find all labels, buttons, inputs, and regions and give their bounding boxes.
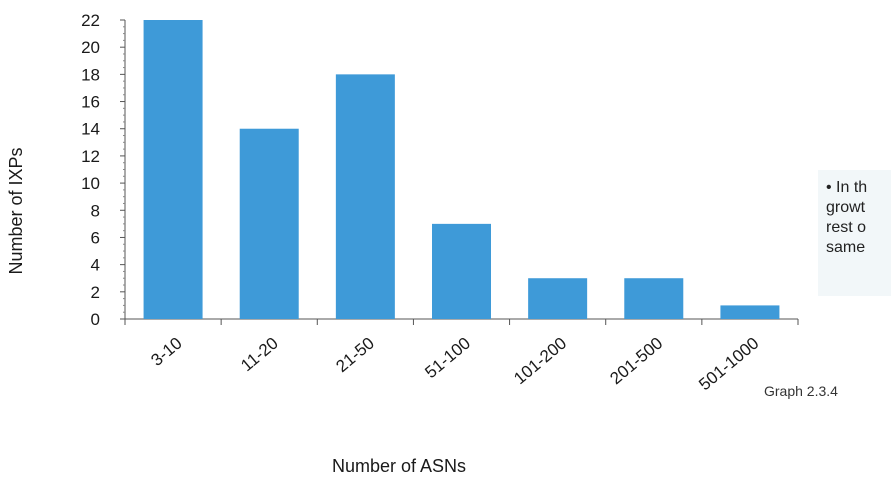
bars	[143, 20, 780, 319]
y-tick-label: 12	[81, 147, 100, 166]
y-tick-label: 14	[81, 120, 100, 139]
x-tick-label: 21-50	[332, 334, 378, 377]
x-tick-label: 101-200	[510, 334, 570, 389]
y-axis-label: Number of IXPs	[6, 147, 26, 274]
bar-11-20	[239, 128, 299, 319]
bar-501-1000	[720, 305, 780, 319]
side-note: • In th growt rest o same	[818, 170, 891, 296]
y-tick-label: 6	[91, 228, 100, 247]
y-tick-label: 22	[81, 11, 100, 30]
y-tick-label: 10	[81, 174, 100, 193]
x-tick-label: 501-1000	[695, 334, 762, 395]
bar-201-500	[624, 278, 684, 319]
side-note-line: same	[826, 239, 866, 256]
y-tick-label: 8	[91, 201, 100, 220]
y-axis: 0 2 4 6 8 10 12 14 16 18 20 22	[81, 11, 126, 329]
bar-101-200	[528, 278, 588, 319]
x-tick-label: 11-20	[237, 334, 282, 376]
x-axis: 3-10 11-20 21-50 51-100 101-200 201-500 501-10…	[124, 318, 799, 395]
side-note-line: • In th	[826, 179, 868, 196]
y-tick-label: 0	[91, 310, 100, 329]
x-tick-label: 201-500	[606, 334, 666, 389]
graph-caption: Graph 2.3.4	[764, 383, 838, 399]
y-tick-label: 18	[81, 65, 100, 84]
side-note-line: growt	[826, 199, 866, 216]
y-tick-label: 2	[91, 283, 100, 302]
x-axis-label: Number of ASNs	[332, 456, 466, 476]
bar-51-100	[432, 223, 491, 319]
y-tick-label: 16	[81, 93, 100, 112]
x-tick-label: 3-10	[147, 334, 185, 370]
bar-3-10	[143, 20, 203, 319]
bar-21-50	[335, 74, 395, 319]
x-tick-label: 51-100	[421, 334, 474, 383]
y-tick-label: 4	[91, 256, 100, 275]
side-note-line: rest o	[826, 219, 867, 236]
y-tick-label: 20	[81, 38, 100, 57]
